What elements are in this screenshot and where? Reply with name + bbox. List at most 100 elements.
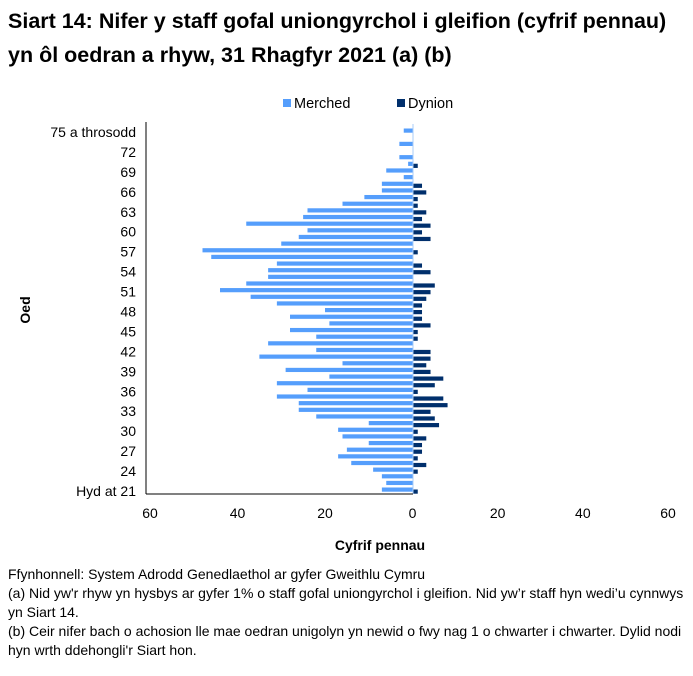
bar-dynion: [413, 449, 423, 454]
bar-dynion: [413, 270, 431, 275]
bar-dynion: [413, 223, 431, 228]
x-axis-title: Cyfrif pennau: [335, 537, 425, 553]
bar-dynion: [413, 323, 431, 328]
bar-merched: [368, 440, 413, 446]
bar-dynion: [413, 469, 418, 474]
chart-title: Siart 14: Nifer y staff gofal uniongyrch…: [8, 9, 667, 67]
y-tick-label: 69: [120, 164, 136, 180]
bar-dynion: [413, 403, 448, 408]
y-tick-label: 30: [120, 423, 136, 439]
bar-merched: [307, 208, 413, 213]
y-tick-label: 57: [120, 244, 136, 260]
bar-merched: [325, 308, 413, 313]
bar-merched: [281, 241, 413, 246]
x-tick-label: 0: [409, 505, 417, 521]
y-tick-label: 24: [120, 463, 136, 479]
bar-merched: [342, 201, 413, 206]
bar-merched: [386, 480, 413, 486]
bar-dynion: [413, 196, 418, 202]
y-tick-label: 39: [120, 363, 136, 379]
y-tick-label: 60: [120, 224, 136, 240]
bar-merched: [276, 301, 413, 306]
bar-dynion: [413, 216, 423, 222]
bar-dynion: [413, 263, 423, 268]
y-tick-label: 33: [120, 403, 136, 419]
bar-merched: [211, 254, 413, 260]
bar-merched: [399, 155, 413, 160]
bar-dynion: [413, 203, 418, 208]
population-pyramid-chart: Merched Dynion Hyd at 21 24 27 30 33 36 39 42 45…: [17, 96, 676, 553]
bar-merched: [408, 161, 413, 166]
bar-merched: [346, 447, 413, 452]
x-tick-label: 60: [142, 505, 158, 521]
bar-merched: [250, 294, 413, 299]
bar-dynion: [413, 462, 427, 468]
bar-merched: [268, 341, 413, 346]
bar-merched: [246, 281, 413, 286]
legend-label-dynion: Dynion: [408, 96, 453, 112]
y-tick-label: 75 a throsodd: [50, 124, 136, 140]
bar-merched: [290, 314, 413, 319]
bar-merched: [403, 128, 413, 133]
footnote-a: (a) Nid yw'r rhyw yn hysbys ar gyfer 1% …: [8, 585, 684, 620]
bar-merched: [268, 274, 413, 279]
bar-merched: [351, 460, 413, 466]
bar-dynion: [413, 436, 427, 441]
y-tick-label: 36: [120, 383, 136, 399]
bar-merched: [381, 474, 413, 479]
bar-merched: [329, 374, 413, 379]
bar-merched: [298, 234, 413, 240]
x-tick-label: 20: [490, 505, 506, 521]
y-tick-label: 48: [120, 304, 136, 320]
bar-merched: [381, 188, 413, 193]
bar-merched: [329, 321, 413, 326]
bar-dynion: [413, 310, 423, 315]
y-tick-label: 42: [120, 343, 136, 359]
y-tick-label: 72: [120, 144, 136, 160]
bar-merched: [386, 168, 413, 173]
bar-dynion: [413, 183, 423, 188]
y-tick-label: 66: [120, 184, 136, 200]
bar-dynion: [413, 489, 418, 494]
bar-dynion: [413, 163, 418, 168]
bar-merched: [338, 454, 413, 459]
bar-merched: [399, 141, 413, 146]
bar-merched: [276, 261, 413, 266]
bar-merched: [246, 221, 413, 226]
bar-dynion: [413, 336, 418, 341]
bar-merched: [403, 175, 413, 180]
bar-dynion: [413, 429, 418, 434]
bar-merched: [338, 427, 413, 432]
bar-dynion: [413, 303, 423, 308]
y-tick-label: 51: [120, 284, 136, 300]
bar-merched: [298, 401, 413, 406]
bar-dynion: [413, 356, 431, 361]
bar-merched: [298, 407, 413, 412]
bar-dynion: [413, 250, 418, 255]
bar-merched: [342, 361, 413, 366]
legend-swatch-merched: [283, 99, 291, 107]
bar-dynion: [413, 230, 423, 235]
bar-merched: [259, 354, 413, 359]
bar-merched: [381, 487, 413, 492]
bar-dynion: [413, 376, 444, 381]
bar-dynion: [413, 210, 427, 215]
bar-merched: [276, 381, 413, 386]
bar-dynion: [413, 442, 423, 448]
bar-dynion: [413, 396, 444, 401]
bar-dynion: [413, 190, 427, 195]
bar-merched: [381, 181, 413, 186]
y-tick-label: 45: [120, 323, 136, 339]
bars: [202, 128, 448, 494]
bar-merched: [303, 214, 413, 220]
bar-merched: [220, 288, 413, 293]
footnote-b: (b) Ceir nifer bach o achosion lle mae o…: [8, 623, 682, 658]
x-tick-label: 20: [317, 505, 333, 521]
x-tick-label: 40: [575, 505, 591, 521]
bar-dynion: [413, 296, 427, 301]
legend-swatch-dynion: [397, 99, 405, 107]
y-tick-labels: Hyd at 21 24 27 30 33 36 39 42 45 48 51 54 57 60 63 66 6…: [50, 124, 136, 499]
legend: Merched Dynion: [283, 96, 453, 112]
bar-dynion: [413, 389, 418, 394]
bar-merched: [285, 367, 413, 373]
